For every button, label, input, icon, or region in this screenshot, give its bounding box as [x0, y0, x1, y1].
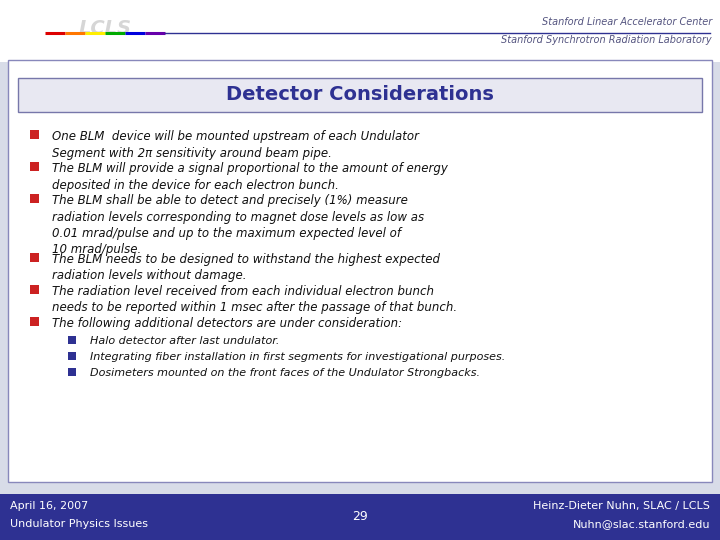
Bar — [0, 494, 720, 540]
Bar — [30, 194, 39, 203]
Text: The BLM shall be able to detect and precisely (1%) measure
radiation levels corr: The BLM shall be able to detect and prec… — [52, 194, 424, 256]
Bar — [30, 285, 39, 294]
FancyBboxPatch shape — [18, 78, 702, 112]
Bar — [0, 0, 720, 62]
Bar — [30, 130, 39, 139]
Text: Stanford Linear Accelerator Center: Stanford Linear Accelerator Center — [541, 17, 712, 27]
Text: Integrating fiber installation in first segments for investigational purposes.: Integrating fiber installation in first … — [90, 352, 505, 361]
Text: 29: 29 — [352, 510, 368, 523]
Text: Detector Considerations: Detector Considerations — [226, 85, 494, 105]
Text: The radiation level received from each individual electron bunch
needs to be rep: The radiation level received from each i… — [52, 285, 457, 314]
Bar — [68, 335, 76, 343]
Bar — [30, 253, 39, 262]
Bar — [68, 352, 76, 360]
Text: Heinz-Dieter Nuhn, SLAC / LCLS: Heinz-Dieter Nuhn, SLAC / LCLS — [533, 501, 710, 511]
Text: The BLM will provide a signal proportional to the amount of energy
deposited in : The BLM will provide a signal proportion… — [52, 162, 448, 192]
Bar — [30, 162, 39, 171]
Text: Nuhn@slac.stanford.edu: Nuhn@slac.stanford.edu — [572, 519, 710, 529]
Text: The following additional detectors are under consideration:: The following additional detectors are u… — [52, 317, 402, 330]
Text: Halo detector after last undulator.: Halo detector after last undulator. — [90, 335, 279, 346]
Text: One BLM  device will be mounted upstream of each Undulator
Segment with 2π sensi: One BLM device will be mounted upstream … — [52, 130, 419, 159]
Bar — [30, 317, 39, 326]
FancyBboxPatch shape — [8, 60, 712, 482]
Bar — [68, 368, 76, 375]
Text: Dosimeters mounted on the front faces of the Undulator Strongbacks.: Dosimeters mounted on the front faces of… — [90, 368, 480, 377]
Text: April 16, 2007: April 16, 2007 — [10, 501, 89, 511]
Text: Stanford Synchrotron Radiation Laboratory: Stanford Synchrotron Radiation Laborator… — [501, 35, 712, 45]
Text: The BLM needs to be designed to withstand the highest expected
radiation levels : The BLM needs to be designed to withstan… — [52, 253, 440, 282]
Text: LCLS: LCLS — [78, 18, 132, 37]
Text: Undulator Physics Issues: Undulator Physics Issues — [10, 519, 148, 529]
